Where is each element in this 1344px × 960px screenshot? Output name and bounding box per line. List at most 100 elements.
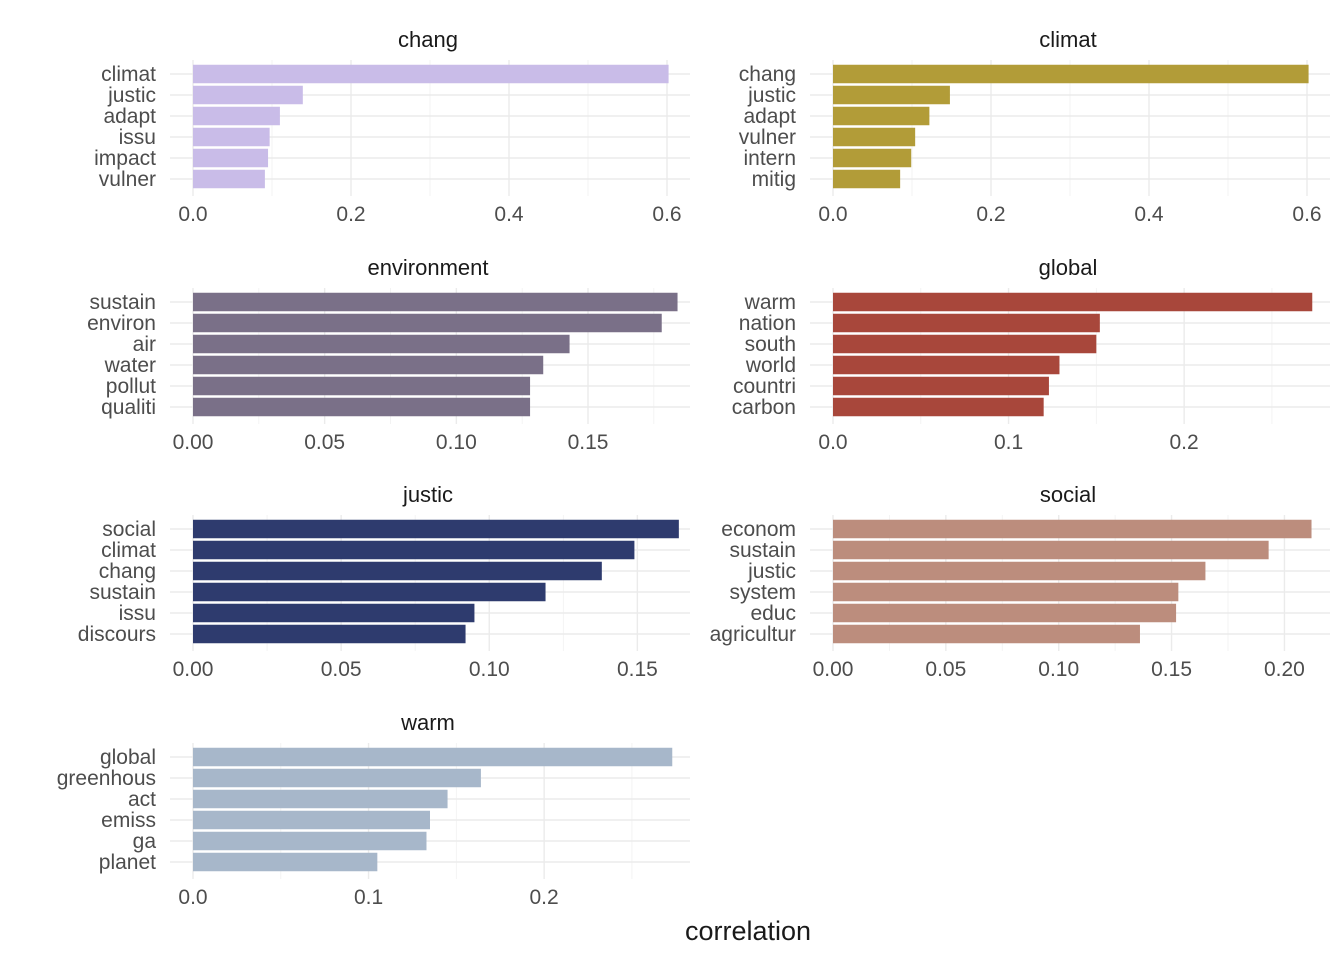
category-label: greenhous bbox=[57, 767, 156, 790]
category-label: issu bbox=[119, 126, 156, 149]
category-label: vulner bbox=[99, 168, 156, 191]
category-label: vulner bbox=[739, 126, 796, 149]
bar-social bbox=[193, 519, 679, 539]
category-label: planet bbox=[99, 851, 156, 874]
category-label: qualiti bbox=[101, 396, 156, 419]
bar-ga bbox=[193, 831, 427, 851]
bar-vulner bbox=[193, 169, 265, 189]
category-label: environ bbox=[87, 312, 156, 335]
x-tick-label: 0.05 bbox=[321, 658, 362, 681]
facet-panels: 0.0 0.2 0.4 0.6climatjusticadaptissuimpactv… bbox=[57, 27, 1330, 909]
bar-justic bbox=[193, 85, 303, 105]
bar-chang bbox=[193, 561, 602, 581]
bar-sustain bbox=[193, 582, 546, 602]
x-tick-label: 0.2 bbox=[1170, 431, 1199, 454]
bar-emiss bbox=[193, 810, 430, 830]
category-label: emiss bbox=[101, 809, 156, 832]
category-label: ga bbox=[133, 830, 157, 853]
bar-nation bbox=[833, 313, 1100, 333]
category-label: air bbox=[133, 333, 156, 356]
category-label: adapt bbox=[103, 105, 156, 128]
x-tick-label: 0.00 bbox=[173, 658, 214, 681]
x-tick-label: 0.2 bbox=[530, 886, 559, 909]
bar-econom bbox=[833, 519, 1312, 539]
bar-carbon bbox=[833, 397, 1044, 417]
bar-pollut bbox=[193, 376, 531, 396]
x-tick-label: 0.15 bbox=[568, 431, 609, 454]
bar-chang bbox=[833, 64, 1309, 84]
x-tick-label: 0.0 bbox=[178, 203, 207, 226]
x-tick-label: 0.10 bbox=[469, 658, 510, 681]
x-tick-label: 0.20 bbox=[1264, 658, 1305, 681]
category-label: nation bbox=[739, 312, 796, 335]
bar-climat bbox=[193, 540, 635, 560]
bar-warm bbox=[833, 292, 1313, 312]
category-label: global bbox=[100, 746, 156, 769]
bar-qualiti bbox=[193, 397, 531, 417]
bar-agricultur bbox=[833, 624, 1140, 644]
bar-global bbox=[193, 747, 673, 767]
category-label: act bbox=[128, 788, 156, 811]
bar-act bbox=[193, 789, 448, 809]
category-label: intern bbox=[743, 147, 796, 170]
category-label: mitig bbox=[752, 168, 796, 191]
bar-south bbox=[833, 334, 1097, 354]
bar-adapt bbox=[193, 106, 280, 126]
facet-title: global bbox=[1039, 255, 1098, 280]
category-label: justic bbox=[747, 560, 796, 583]
x-tick-label: 0.05 bbox=[925, 658, 966, 681]
x-tick-label: 0.6 bbox=[1292, 203, 1321, 226]
x-tick-label: 0.1 bbox=[994, 431, 1023, 454]
category-label: impact bbox=[94, 147, 156, 170]
category-label: water bbox=[104, 354, 156, 377]
bar-discours bbox=[193, 624, 466, 644]
category-label: chang bbox=[99, 560, 156, 583]
x-tick-label: 0.10 bbox=[436, 431, 477, 454]
bar-mitig bbox=[833, 169, 901, 189]
x-tick-label: 0.00 bbox=[173, 431, 214, 454]
bar-countri bbox=[833, 376, 1049, 396]
x-tick-label: 0.2 bbox=[976, 203, 1005, 226]
bar-educ bbox=[833, 603, 1177, 623]
category-label: climat bbox=[101, 63, 156, 86]
category-label: south bbox=[745, 333, 796, 356]
facet-panel-warm: 0.0 0.1 0.2 globalgreenhousactemissgaplanet… bbox=[57, 710, 690, 909]
facet-panel-global: 0.0 0.1 0.2 warmnationsouthworldcountricarb… bbox=[732, 255, 1330, 454]
bar-air bbox=[193, 334, 570, 354]
bar-world bbox=[833, 355, 1060, 375]
category-label: countri bbox=[733, 375, 796, 398]
bar-water bbox=[193, 355, 544, 375]
category-label: system bbox=[729, 581, 796, 604]
category-label: social bbox=[102, 518, 156, 541]
category-label: chang bbox=[739, 63, 796, 86]
x-tick-label: 0.0 bbox=[818, 203, 847, 226]
bar-issu bbox=[193, 127, 270, 147]
x-tick-label: 0.2 bbox=[336, 203, 365, 226]
category-label: world bbox=[745, 354, 796, 377]
x-tick-label: 0.05 bbox=[304, 431, 345, 454]
bar-climat bbox=[193, 64, 669, 84]
bar-justic bbox=[833, 85, 950, 105]
x-tick-label: 0.15 bbox=[1151, 658, 1192, 681]
facet-panel-environment: 0.00 0.05 0.10 0.15 sustainenvironairwaterpo… bbox=[87, 255, 690, 454]
bar-sustain bbox=[833, 540, 1269, 560]
bar-intern bbox=[833, 148, 912, 168]
category-label: warm bbox=[744, 291, 796, 314]
category-label: climat bbox=[101, 539, 156, 562]
facet-title: justic bbox=[402, 482, 453, 507]
x-tick-label: 0.00 bbox=[813, 658, 854, 681]
category-label: issu bbox=[119, 602, 156, 625]
category-label: sustain bbox=[89, 291, 156, 314]
bar-impact bbox=[193, 148, 269, 168]
category-label: econom bbox=[721, 518, 796, 541]
x-tick-label: 0.0 bbox=[818, 431, 847, 454]
category-label: justic bbox=[107, 84, 156, 107]
category-label: discours bbox=[78, 623, 156, 646]
x-tick-label: 0.6 bbox=[652, 203, 681, 226]
x-tick-label: 0.4 bbox=[1134, 203, 1164, 226]
category-label: sustain bbox=[729, 539, 796, 562]
category-label: educ bbox=[750, 602, 796, 625]
category-label: sustain bbox=[89, 581, 156, 604]
category-label: pollut bbox=[106, 375, 156, 398]
